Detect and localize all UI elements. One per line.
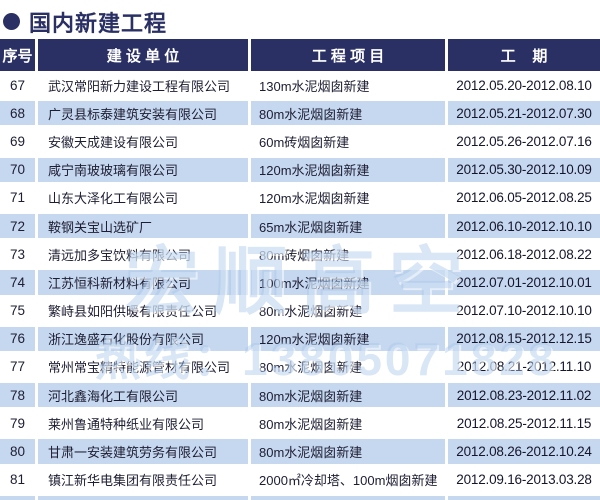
row-number-cell: 80 <box>0 439 35 464</box>
company-cell: 武汉常阳新力建设工程有限公司 <box>48 78 231 94</box>
period-cell: 2012.05.20-2012.08.10 <box>456 77 592 93</box>
table-row: 75 繁峙县如阳供暖有限责任公司 80m水泥烟囱新建 2012.07.10-20… <box>0 297 600 325</box>
period-cell: 2012.06.05-2012.08.25 <box>456 190 592 206</box>
bullet-icon <box>3 13 20 30</box>
partial-cell <box>38 495 248 500</box>
row-number-cell: 68 <box>0 101 35 126</box>
period-cell: 2012.08.26-2012.10.24 <box>448 439 600 464</box>
row-number-cell: 75 <box>9 303 26 319</box>
company-cell: 咸宁南玻玻璃有限公司 <box>38 157 248 182</box>
table-row: 68 广灵县标泰建筑安装有限公司 80m水泥烟囱新建 2012.05.21-20… <box>0 99 600 127</box>
table-row: 71 山东大泽化工有限公司 120m水泥烟囱新建 2012.06.05-2012… <box>0 184 600 212</box>
table-row: 76 浙江逸盛石化股份有限公司 120m水泥烟囱新建 2012.08.15-20… <box>0 325 600 353</box>
row-number-cell: 78 <box>0 383 35 408</box>
row-number-cell: 72 <box>0 213 35 239</box>
company-cell: 鞍钢关宝山选矿厂 <box>38 213 248 239</box>
row-number-cell: 81 <box>9 472 26 488</box>
column-header-company: 建 设 单 位 <box>38 39 248 71</box>
table-row: 67 武汉常阳新力建设工程有限公司 130m水泥烟囱新建 2012.05.20-… <box>0 71 600 99</box>
partial-next-row <box>0 494 600 500</box>
table-row: 81 镇江新华电集团有限责任公司 2000㎡冷却塔、100m烟囱新建 2012.… <box>0 466 600 494</box>
company-cell: 常州常宝精特能源管材有限公司 <box>48 360 231 376</box>
project-cell: 100m水泥烟囱新建 <box>251 270 445 295</box>
company-cell: 清远加多宝饮料有限公司 <box>48 247 192 263</box>
table-body: 67 武汉常阳新力建设工程有限公司 130m水泥烟囱新建 2012.05.20-… <box>0 71 600 494</box>
project-cell: 60m砖烟囱新建 <box>259 134 350 150</box>
period-cell: 2012.05.21-2012.07.30 <box>448 101 600 126</box>
project-cell: 80m水泥烟囱新建 <box>251 439 445 464</box>
row-number-cell: 73 <box>9 246 26 262</box>
table-row: 80 甘肃一安装建筑劳务有限公司 80m水泥烟囱新建 2012.08.26-20… <box>0 437 600 465</box>
project-cell: 120m水泥烟囱新建 <box>251 157 445 182</box>
company-cell: 繁峙县如阳供暖有限责任公司 <box>48 304 218 320</box>
project-cell: 80m水泥烟囱新建 <box>259 360 363 376</box>
row-number-cell: 69 <box>9 133 26 149</box>
company-cell: 甘肃一安装建筑劳务有限公司 <box>38 439 248 464</box>
period-cell: 2012.06.10-2012.10.10 <box>448 213 600 239</box>
project-cell: 130m水泥烟囱新建 <box>259 78 370 94</box>
partial-cell <box>448 495 600 500</box>
company-cell: 安徽天成建设有限公司 <box>48 134 179 150</box>
partial-cell <box>251 495 445 500</box>
period-cell: 2012.08.23-2012.11.02 <box>448 383 600 408</box>
company-cell: 浙江逸盛石化股份有限公司 <box>38 326 248 351</box>
column-header-no: 序号 <box>0 39 35 71</box>
company-cell: 山东大泽化工有限公司 <box>48 191 179 207</box>
table-row: 78 河北鑫海化工有限公司 80m水泥烟囱新建 2012.08.23-2012.… <box>0 381 600 409</box>
table-row: 77 常州常宝精特能源管材有限公司 80m水泥烟囱新建 2012.08.21-2… <box>0 353 600 381</box>
project-cell: 80m水泥烟囱新建 <box>259 416 363 432</box>
company-cell: 莱州鲁通特种纸业有限公司 <box>48 416 205 432</box>
project-cell: 80m砖烟囱新建 <box>259 247 350 263</box>
project-cell: 80m水泥烟囱新建 <box>251 101 445 126</box>
project-cell: 80m水泥烟囱新建 <box>259 304 363 320</box>
period-cell: 2012.05.30-2012.10.09 <box>448 157 600 182</box>
project-cell: 65m水泥烟囱新建 <box>251 213 445 239</box>
project-cell: 2000㎡冷却塔、100m烟囱新建 <box>259 473 438 489</box>
company-cell: 广灵县标泰建筑安装有限公司 <box>38 101 248 126</box>
row-number-cell: 77 <box>9 359 26 375</box>
page-title: 国内新建工程 <box>29 10 168 36</box>
column-header-project: 工 程 项 目 <box>251 39 445 71</box>
partial-cell <box>0 495 35 500</box>
project-cell: 80m水泥烟囱新建 <box>251 383 445 408</box>
period-cell: 2012.08.21-2012.11.10 <box>456 359 592 375</box>
table-header: 序号 建 设 单 位 工 程 项 目 工 期 <box>0 39 600 71</box>
row-number-cell: 67 <box>9 77 26 93</box>
table-row: 72 鞍钢关宝山选矿厂 65m水泥烟囱新建 2012.06.10-2012.10… <box>0 212 600 240</box>
period-cell: 2012.05.26-2012.07.16 <box>456 133 592 149</box>
period-cell: 2012.07.10-2012.10.10 <box>456 303 592 319</box>
period-cell: 2012.08.25-2012.11.15 <box>456 415 592 431</box>
column-header-period: 工 期 <box>448 39 600 71</box>
row-number-cell: 70 <box>0 157 35 182</box>
period-cell: 2012.06.18-2012.08.22 <box>456 246 592 262</box>
table-row: 70 咸宁南玻玻璃有限公司 120m水泥烟囱新建 2012.05.30-2012… <box>0 156 600 184</box>
table-row: 74 江苏恒科新材料有限公司 100m水泥烟囱新建 2012.07.01-201… <box>0 268 600 296</box>
project-cell: 120m水泥烟囱新建 <box>259 191 370 207</box>
section-title-row: 国内新建工程 <box>0 0 600 39</box>
table-row: 69 安徽天成建设有限公司 60m砖烟囱新建 2012.05.26-2012.0… <box>0 127 600 155</box>
period-cell: 2012.09.16-2013.03.28 <box>456 472 592 488</box>
company-cell: 镇江新华电集团有限责任公司 <box>48 473 218 489</box>
row-number-cell: 74 <box>0 270 35 295</box>
company-cell: 江苏恒科新材料有限公司 <box>38 270 248 295</box>
table-row: 79 莱州鲁通特种纸业有限公司 80m水泥烟囱新建 2012.08.25-201… <box>0 409 600 437</box>
row-number-cell: 79 <box>9 415 26 431</box>
table-row: 73 清远加多宝饮料有限公司 80m砖烟囱新建 2012.06.18-2012.… <box>0 240 600 268</box>
row-number-cell: 76 <box>0 326 35 351</box>
project-cell: 120m水泥烟囱新建 <box>251 326 445 351</box>
row-number-cell: 71 <box>9 190 26 206</box>
company-cell: 河北鑫海化工有限公司 <box>38 383 248 408</box>
period-cell: 2012.07.01-2012.10.01 <box>448 270 600 295</box>
period-cell: 2012.08.15-2012.12.15 <box>448 326 600 351</box>
